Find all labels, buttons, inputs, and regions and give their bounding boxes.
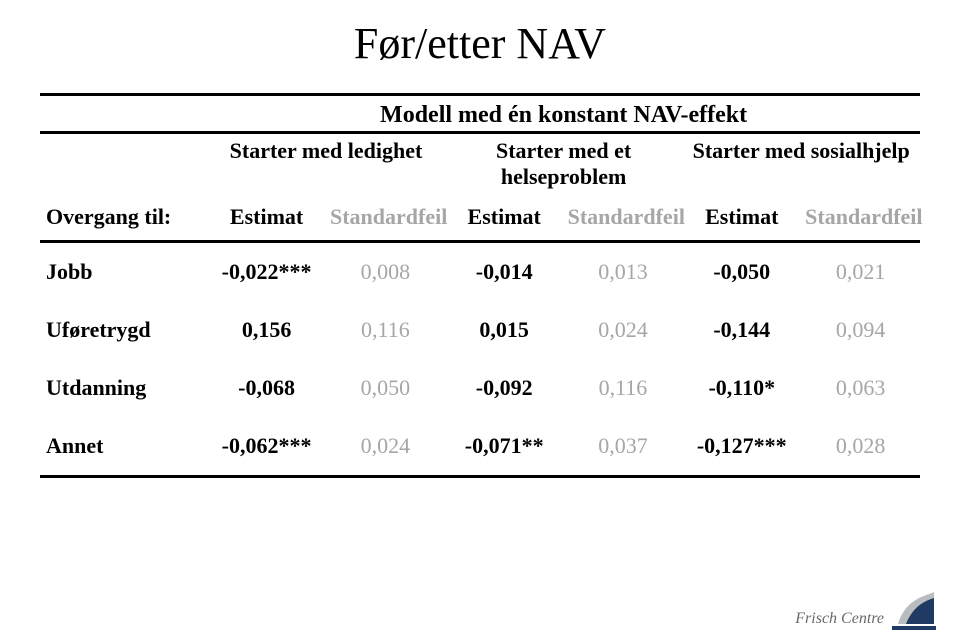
col-header-standardfeil: Standardfeil	[564, 196, 683, 242]
cell-standardfeil: 0,037	[564, 417, 683, 477]
col-header-estimat: Estimat	[445, 196, 564, 242]
header-empty-cell	[40, 95, 207, 133]
cell-standardfeil: 0,063	[801, 359, 920, 417]
cell-standardfeil: 0,013	[564, 242, 683, 302]
table-row: Jobb -0,022*** 0,008 -0,014 0,013 -0,050…	[40, 242, 920, 302]
header-empty-cell	[40, 164, 207, 196]
row-label: Jobb	[40, 242, 207, 302]
table-header-groups-row1: Starter med ledighet Starter med et Star…	[40, 133, 920, 165]
cell-estimat: -0,014	[445, 242, 564, 302]
cell-estimat: -0,068	[207, 359, 326, 417]
table-header-groups-row2: helseproblem	[40, 164, 920, 196]
table-header-columns-row: Overgang til: Estimat Standardfeil Estim…	[40, 196, 920, 242]
row-label: Uføretrygd	[40, 301, 207, 359]
cell-standardfeil: 0,116	[326, 301, 445, 359]
header-empty-cell	[207, 164, 445, 196]
slide: Før/etter NAV Modell med én konstant NAV…	[0, 0, 960, 642]
table-row: Annet -0,062*** 0,024 -0,071** 0,037 -0,…	[40, 417, 920, 477]
results-table: Modell med én konstant NAV-effekt Starte…	[40, 93, 920, 478]
col-header-estimat: Estimat	[207, 196, 326, 242]
cell-standardfeil: 0,116	[564, 359, 683, 417]
group-header-2-line2: helseproblem	[445, 164, 683, 196]
table-row: Uføretrygd 0,156 0,116 0,015 0,024 -0,14…	[40, 301, 920, 359]
cell-standardfeil: 0,094	[801, 301, 920, 359]
cell-standardfeil: 0,028	[801, 417, 920, 477]
header-empty-cell	[40, 133, 207, 165]
cell-estimat: 0,015	[445, 301, 564, 359]
model-label: Modell med én konstant NAV-effekt	[207, 95, 920, 133]
cell-standardfeil: 0,021	[801, 242, 920, 302]
cell-estimat: -0,050	[682, 242, 801, 302]
col-header-standardfeil: Standardfeil	[326, 196, 445, 242]
page-title: Før/etter NAV	[40, 18, 920, 69]
footer: Frisch Centre	[795, 590, 936, 630]
frisch-logo-icon	[892, 590, 936, 630]
cell-estimat: -0,071**	[445, 417, 564, 477]
header-empty-cell	[682, 164, 920, 196]
cell-standardfeil: 0,024	[564, 301, 683, 359]
table-header-model-row: Modell med én konstant NAV-effekt	[40, 95, 920, 133]
row-label: Annet	[40, 417, 207, 477]
cell-standardfeil: 0,050	[326, 359, 445, 417]
cell-standardfeil: 0,024	[326, 417, 445, 477]
cell-estimat: -0,144	[682, 301, 801, 359]
cell-estimat: -0,127***	[682, 417, 801, 477]
cell-estimat: -0,062***	[207, 417, 326, 477]
group-header-3: Starter med sosialhjelp	[682, 133, 920, 165]
cell-estimat: -0,092	[445, 359, 564, 417]
row-label: Utdanning	[40, 359, 207, 417]
table-row: Utdanning -0,068 0,050 -0,092 0,116 -0,1…	[40, 359, 920, 417]
table-body: Jobb -0,022*** 0,008 -0,014 0,013 -0,050…	[40, 242, 920, 477]
col-header-estimat: Estimat	[682, 196, 801, 242]
cell-estimat: 0,156	[207, 301, 326, 359]
cell-estimat: -0,110*	[682, 359, 801, 417]
cell-estimat: -0,022***	[207, 242, 326, 302]
group-header-2-line1: Starter med et	[445, 133, 683, 165]
group-header-1: Starter med ledighet	[207, 133, 445, 165]
col-header-standardfeil: Standardfeil	[801, 196, 920, 242]
cell-standardfeil: 0,008	[326, 242, 445, 302]
rowlabel-header: Overgang til:	[40, 196, 207, 242]
footer-text: Frisch Centre	[795, 610, 884, 630]
